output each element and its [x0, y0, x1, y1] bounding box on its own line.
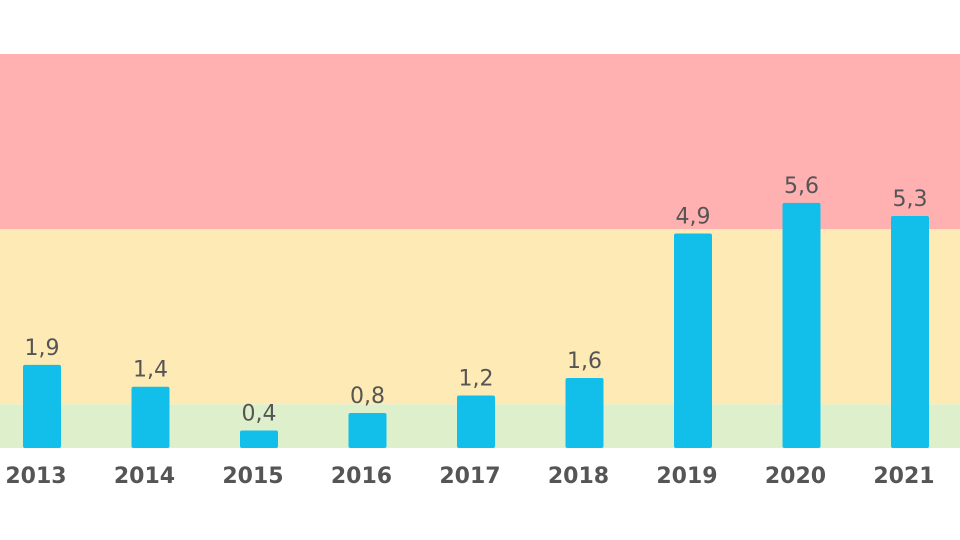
x-tick-label-2016: 2016 [331, 464, 392, 489]
x-axis-tick-labels: 2013 2014 2015 2016 2017 2018 2019 2020 2021 [5, 464, 934, 489]
bar-2021 [891, 215, 929, 448]
x-tick-label-2020: 2020 [765, 464, 826, 489]
x-tick-label-2015: 2015 [222, 464, 283, 489]
bar-2013 [23, 364, 61, 448]
bar-2019 [674, 233, 712, 448]
x-tick-label-2014: 2014 [114, 464, 175, 489]
value-label-2015: 0,4 [242, 401, 277, 426]
x-tick-label-2019: 2019 [656, 464, 717, 489]
value-label-2019: 4,9 [676, 204, 711, 229]
bar-2016 [348, 412, 387, 448]
bar-2020 [782, 202, 821, 448]
bar-2018 [565, 377, 604, 448]
value-label-2013: 1,9 [25, 336, 60, 361]
value-label-2018: 1,6 [567, 349, 602, 374]
bar-2015 [240, 430, 278, 448]
value-labels: 1,9 1,4 0,4 0,8 1,2 1,6 4,9 5,6 5,3 [25, 174, 928, 427]
x-tick-label-2017: 2017 [439, 464, 500, 489]
value-label-2021: 5,3 [893, 187, 928, 212]
bar-2014 [131, 386, 170, 448]
bars [23, 202, 929, 448]
bar-2017 [457, 395, 495, 448]
band-2 [0, 54, 960, 230]
x-tick-label-2013: 2013 [5, 464, 66, 489]
value-label-2014: 1,4 [133, 358, 168, 383]
value-label-2020: 5,6 [784, 174, 819, 199]
x-tick-label-2021: 2021 [873, 464, 934, 489]
value-label-2017: 1,2 [459, 366, 494, 391]
x-tick-label-2018: 2018 [548, 464, 609, 489]
value-label-2016: 0,8 [350, 384, 385, 409]
